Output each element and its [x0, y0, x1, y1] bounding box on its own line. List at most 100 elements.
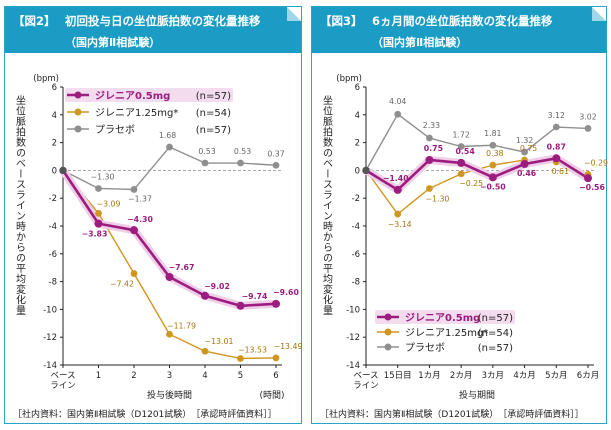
data-label-s_placebo: 2.33	[423, 121, 440, 130]
data-label-s_low: 0.87	[547, 142, 566, 151]
legend-swatch-marker	[384, 343, 392, 351]
y-tick-label: -14	[43, 361, 57, 371]
data-label-s_low: −1.40	[383, 174, 409, 183]
data-label-s_high: 0.61	[552, 167, 569, 176]
series-line-s_placebo	[365, 113, 589, 171]
legend-n: (n=57)	[478, 343, 513, 354]
data-label-s_low: −9.74	[242, 292, 268, 301]
data-point-s_placebo	[426, 134, 433, 142]
y-tick-label: -2	[352, 194, 360, 204]
y-tick-label: -2	[49, 194, 57, 204]
y-tick-label: -6	[49, 250, 57, 260]
data-point-s_placebo	[166, 143, 173, 151]
legend-n: (n=57)	[478, 313, 513, 324]
data-label-s_placebo: −1.30	[91, 172, 115, 181]
data-label-s_placebo: 0.53	[234, 147, 251, 156]
x-tick-label: 4カ月	[513, 371, 535, 381]
data-point-s_low	[272, 299, 280, 308]
y-tick-label: 6	[355, 83, 360, 93]
data-point-s_high	[489, 161, 497, 169]
data-label-s_high: −7.42	[110, 280, 134, 289]
legend-highlight	[65, 88, 233, 102]
data-label-s_placebo: 1.68	[159, 131, 176, 140]
figure-2-chart: 坐位脈拍数のベースライン時からの平均変化量(bpm)6420-2-4-6-8-1…	[14, 74, 303, 401]
data-point-s_high	[95, 209, 102, 217]
y-tick-label: 4	[355, 111, 360, 121]
data-point-s_low	[425, 155, 434, 164]
data-label-s_high: 0.38	[486, 149, 503, 158]
y-axis-label: 坐位脈拍数のベースライン時からの平均変化量	[14, 95, 26, 316]
x-tick-label: 1カ月	[418, 371, 440, 381]
legend-label: ジレニア0.5mg	[95, 90, 170, 102]
data-label-s_low: −7.67	[169, 263, 195, 272]
x-tick-label: 3カ月	[482, 371, 504, 381]
data-point-s_high	[426, 185, 433, 192]
y-tick-label: -12	[346, 333, 360, 343]
data-point-s_high	[394, 210, 402, 218]
legend-label: ジレニア1.25mg*	[95, 108, 178, 119]
data-point-s_placebo	[237, 159, 244, 167]
figure-2-header: 【図2】 初回投与日の坐位脈拍数の変化量推移 （国内第Ⅱ相試験）	[5, 7, 301, 53]
data-point-s_placebo	[394, 110, 402, 118]
data-point-s_placebo	[95, 185, 102, 192]
figure-2-panel: 【図2】 初回投与日の坐位脈拍数の変化量推移 （国内第Ⅱ相試験） 坐位脈拍数のベ…	[4, 6, 302, 424]
series-line-s_low	[365, 157, 589, 192]
corner-fold-icon	[592, 7, 606, 21]
data-label-s_placebo: 0.37	[267, 149, 284, 158]
data-label-s_placebo: 0.53	[198, 147, 215, 156]
data-point-s_high	[272, 354, 280, 362]
figure-2-title: 初回投与日の坐位脈拍数の変化量推移	[65, 14, 261, 28]
figure-2-source: ［社内資料：国内第Ⅱ相試験（D1201試験） ［承認時評価資料］］	[13, 410, 277, 420]
x-axis-unit: (時間)	[259, 390, 284, 401]
data-label-s_low: −9.02	[204, 282, 230, 291]
figure-3-title: 6ヵ月間の坐位脈拍数の変化量推移	[372, 14, 553, 28]
data-label-s_placebo: 1.81	[484, 129, 501, 138]
y-tick-label: -12	[43, 333, 57, 343]
data-point-s_high	[237, 355, 244, 362]
x-tick-label: 6カ月	[577, 371, 599, 381]
legend-swatch-marker	[74, 125, 82, 133]
data-label-s_low: 0.46	[517, 169, 536, 178]
data-label-s_low: −9.60	[273, 288, 299, 297]
figure-3-header: 【図3】 6ヵ月間の坐位脈拍数の変化量推移 （国内第Ⅱ相試験）	[312, 7, 606, 53]
y-axis-label: 坐位脈拍数のベースライン時からの平均変化量	[321, 95, 333, 316]
figure-3-panel: 【図3】 6ヵ月間の坐位脈拍数の変化量推移 （国内第Ⅱ相試験） 坐位脈拍数のベー…	[311, 6, 608, 424]
data-label-s_high: 0.75	[520, 144, 537, 153]
data-label-s_high: −3.14	[388, 220, 412, 229]
data-point-s_low	[393, 185, 402, 194]
data-label-s_high: −3.09	[97, 199, 121, 208]
legend-n: (n=54)	[478, 328, 513, 339]
data-point-s_placebo	[489, 141, 497, 149]
figure-2-subtitle: （国内第Ⅱ相試験）	[65, 36, 161, 49]
x-tick-label: 1	[96, 371, 101, 381]
data-point-s_placebo	[272, 161, 280, 169]
data-label-s_high: −13.53	[238, 345, 267, 354]
legend-label: プラセボ	[95, 124, 135, 136]
data-label-s_placebo: 4.04	[389, 97, 406, 106]
data-label-s_high: −13.49	[274, 342, 303, 351]
y-tick-label: -10	[43, 305, 57, 315]
legend-n: (n=54)	[196, 108, 231, 119]
data-label-s_placebo: 3.02	[579, 112, 596, 121]
data-label-s_high: −1.30	[425, 194, 449, 203]
x-tick-label: 5	[238, 371, 243, 381]
data-label-s_placebo: 1.32	[516, 136, 533, 145]
y-tick-label: -8	[352, 278, 360, 288]
data-label-s_low: −0.50	[480, 182, 506, 191]
data-label-s_low: 0.54	[456, 147, 476, 156]
y-axis-unit: (bpm)	[33, 74, 59, 84]
data-point-s_low	[552, 154, 561, 163]
legend-swatch-marker	[74, 91, 82, 99]
data-point-s_low	[362, 166, 370, 174]
data-label-s_low: −4.30	[127, 215, 153, 224]
data-label-s_low: −3.83	[82, 230, 108, 239]
y-tick-label: -14	[346, 361, 360, 371]
data-point-s_placebo	[552, 123, 560, 131]
legend-label: ジレニア0.5mg	[405, 312, 480, 324]
legend-swatch-marker	[384, 328, 392, 336]
data-point-s_low	[130, 226, 138, 235]
data-point-s_low	[201, 291, 209, 300]
legend-highlight	[375, 310, 515, 324]
x-tick-label: 4	[202, 371, 207, 381]
legend-label: プラセボ	[405, 342, 445, 354]
